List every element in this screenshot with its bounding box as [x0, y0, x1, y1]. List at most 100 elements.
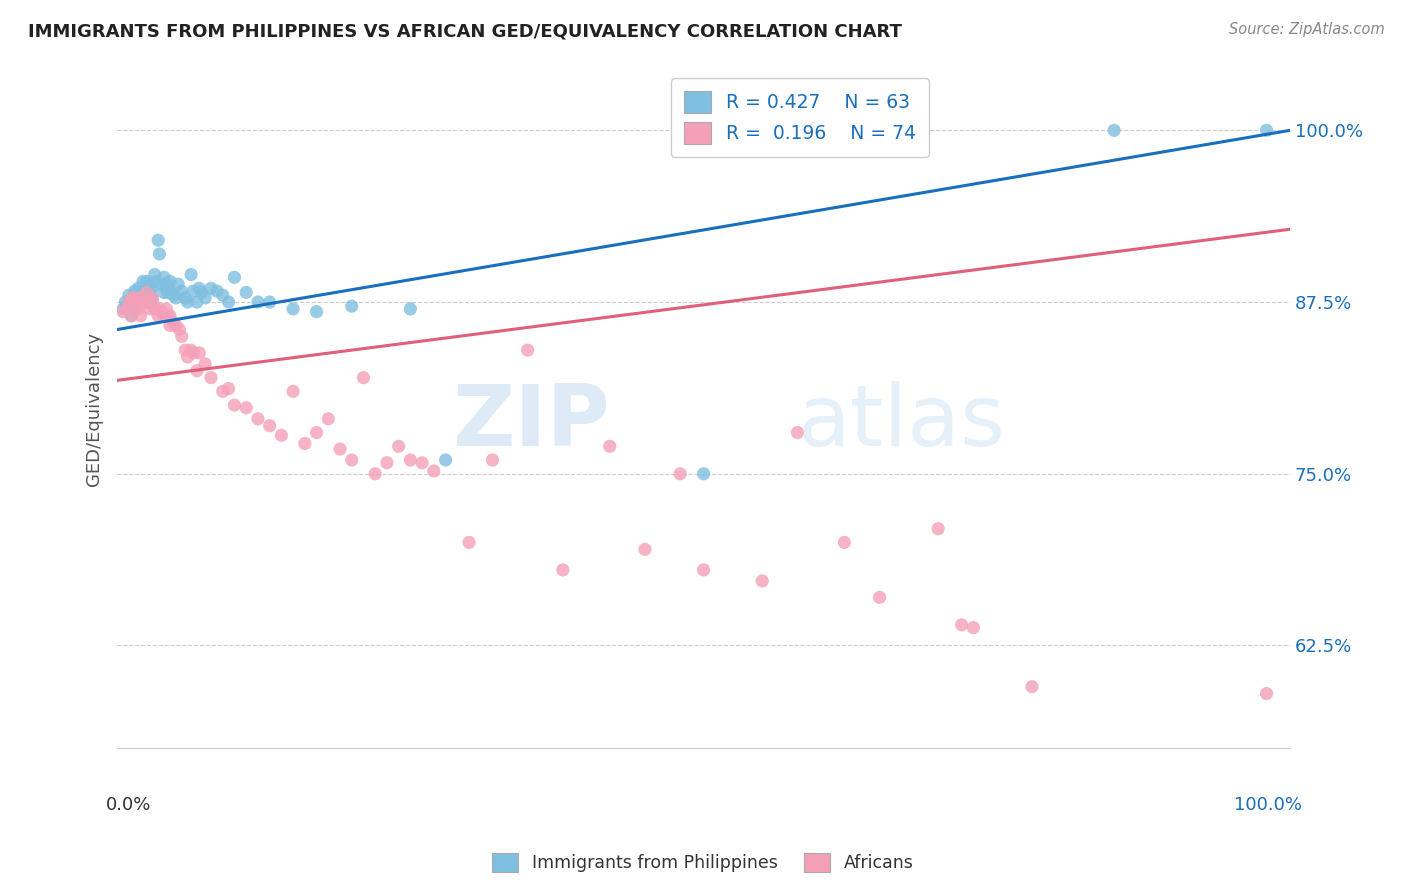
- Point: [132, 275, 155, 289]
- Text: Source: ZipAtlas.com: Source: ZipAtlas.com: [1229, 22, 1385, 37]
- Point: [176, 350, 198, 364]
- Legend: R = 0.427    N = 63, R =  0.196    N = 74: R = 0.427 N = 63, R = 0.196 N = 74: [671, 78, 929, 157]
- Point: [751, 574, 773, 588]
- Point: [869, 591, 891, 605]
- Point: [329, 442, 352, 456]
- Point: [246, 295, 269, 310]
- Point: [1102, 123, 1125, 137]
- Point: [127, 295, 149, 310]
- Point: [174, 291, 197, 305]
- Point: [270, 428, 292, 442]
- Point: [180, 343, 202, 358]
- Point: [138, 277, 160, 292]
- Point: [481, 453, 503, 467]
- Point: [190, 285, 212, 300]
- Text: ZIP: ZIP: [451, 381, 610, 464]
- Point: [115, 301, 138, 316]
- Point: [340, 453, 363, 467]
- Point: [458, 535, 481, 549]
- Legend: Immigrants from Philippines, Africans: Immigrants from Philippines, Africans: [485, 846, 921, 879]
- Point: [200, 281, 222, 295]
- Point: [132, 291, 155, 305]
- Point: [165, 318, 187, 333]
- Point: [316, 412, 339, 426]
- Point: [551, 563, 574, 577]
- Point: [218, 382, 240, 396]
- Point: [120, 309, 142, 323]
- Point: [399, 301, 422, 316]
- Point: [135, 285, 157, 300]
- Point: [136, 295, 159, 310]
- Point: [112, 301, 135, 316]
- Point: [129, 284, 152, 298]
- Point: [153, 309, 176, 323]
- Point: [148, 233, 170, 247]
- Point: [153, 270, 176, 285]
- Point: [634, 542, 657, 557]
- Point: [170, 329, 193, 343]
- Point: [124, 299, 146, 313]
- Point: [259, 295, 281, 310]
- Point: [246, 412, 269, 426]
- Point: [692, 563, 714, 577]
- Point: [114, 295, 136, 310]
- Y-axis label: GED/Equivalency: GED/Equivalency: [86, 332, 103, 485]
- Point: [148, 301, 170, 316]
- Point: [112, 304, 135, 318]
- Text: 0.0%: 0.0%: [105, 796, 150, 814]
- Point: [692, 467, 714, 481]
- Text: 100.0%: 100.0%: [1233, 796, 1302, 814]
- Point: [132, 295, 155, 310]
- Point: [120, 309, 142, 323]
- Point: [388, 439, 411, 453]
- Point: [148, 309, 170, 323]
- Point: [155, 301, 177, 316]
- Point: [118, 295, 141, 310]
- Point: [118, 288, 141, 302]
- Point: [200, 370, 222, 384]
- Point: [294, 436, 316, 450]
- Point: [281, 384, 304, 399]
- Point: [134, 295, 156, 310]
- Point: [156, 309, 179, 323]
- Point: [281, 301, 304, 316]
- Point: [1256, 687, 1278, 701]
- Point: [516, 343, 538, 358]
- Point: [235, 285, 257, 300]
- Point: [159, 284, 181, 298]
- Point: [183, 346, 205, 360]
- Point: [156, 285, 179, 300]
- Point: [599, 439, 621, 453]
- Point: [141, 295, 163, 310]
- Point: [139, 291, 162, 305]
- Point: [305, 304, 328, 318]
- Point: [115, 299, 138, 313]
- Point: [124, 284, 146, 298]
- Point: [434, 453, 457, 467]
- Point: [127, 301, 149, 316]
- Point: [353, 370, 375, 384]
- Point: [180, 268, 202, 282]
- Point: [224, 270, 246, 285]
- Point: [235, 401, 257, 415]
- Point: [423, 464, 446, 478]
- Point: [218, 295, 240, 310]
- Point: [962, 621, 984, 635]
- Point: [669, 467, 692, 481]
- Point: [194, 291, 217, 305]
- Point: [364, 467, 387, 481]
- Point: [127, 281, 149, 295]
- Point: [169, 322, 191, 336]
- Point: [1256, 123, 1278, 137]
- Point: [159, 309, 181, 323]
- Point: [141, 291, 163, 305]
- Point: [167, 277, 190, 292]
- Point: [153, 285, 176, 300]
- Point: [162, 288, 184, 302]
- Point: [121, 291, 143, 305]
- Point: [145, 275, 167, 289]
- Point: [927, 522, 949, 536]
- Point: [150, 277, 173, 292]
- Point: [188, 346, 211, 360]
- Point: [950, 618, 973, 632]
